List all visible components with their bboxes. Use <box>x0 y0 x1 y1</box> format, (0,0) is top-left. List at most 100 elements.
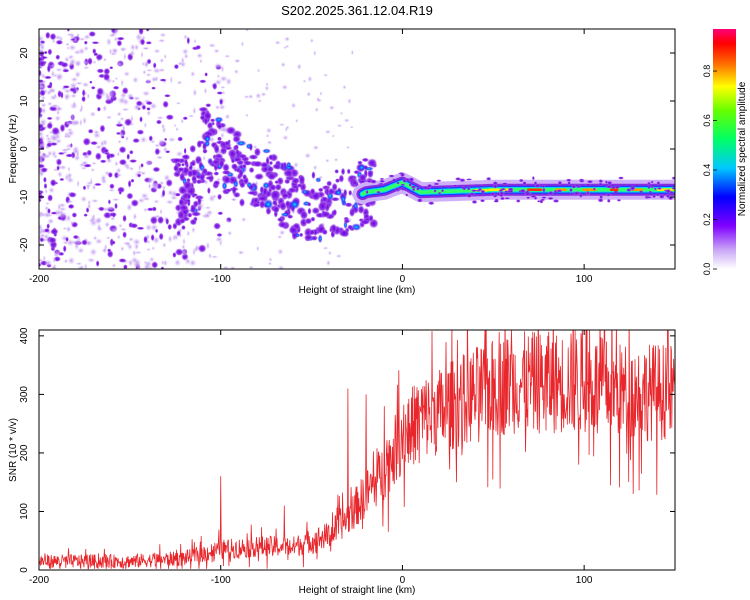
spectrogram-noise-blob <box>39 59 47 68</box>
spectrogram-noise-blob <box>142 207 149 213</box>
spectrogram-noise-blob <box>257 99 263 103</box>
spectrogram-y-label: Frequency (Hz) <box>8 115 19 184</box>
spectrogram-noise-blob <box>225 77 232 86</box>
spectrogram-band-blob <box>625 188 632 192</box>
spectrogram-noise-blob <box>213 62 223 69</box>
spectrogram-noise-blob <box>309 38 314 44</box>
spectrogram-band-blob <box>405 177 410 182</box>
spectrogram-noise-blob <box>165 199 175 205</box>
spectrogram-signal-blob <box>227 148 238 159</box>
spectrogram-noise-blob <box>49 228 59 235</box>
spectrogram-band-blob <box>617 176 625 180</box>
spectrogram-noise-blob <box>265 81 269 87</box>
spectrogram-signal-blob <box>321 228 328 236</box>
spectrogram-signal-blob <box>172 157 182 163</box>
spectrogram-noise-blob <box>104 220 111 229</box>
spectrogram-noise-blob <box>43 50 48 55</box>
spectrogram-noise-blob <box>72 100 77 108</box>
y-tick-label: 400 <box>19 327 30 344</box>
spectrogram-noise-blob <box>105 115 113 120</box>
spectrogram-band-blob <box>440 189 445 193</box>
spectrogram-band-blob <box>379 177 385 181</box>
spectrogram-noise-blob <box>180 244 186 250</box>
spectrogram-noise-blob <box>130 199 140 208</box>
spectrogram-noise-blob <box>39 163 46 169</box>
spectrogram-noise-blob <box>109 216 116 221</box>
spectrogram-noise-blob <box>193 38 197 44</box>
spectrogram-noise-blob <box>159 32 167 38</box>
spectrogram-noise-blob <box>67 44 77 52</box>
spectrogram-noise-blob <box>151 86 157 90</box>
spectrogram-noise-blob <box>149 139 156 144</box>
spectrogram-noise-blob <box>154 228 159 234</box>
spectrogram-signal-blob <box>366 158 378 168</box>
spectrogram-noise-blob <box>264 85 270 92</box>
spectrogram-band-blob <box>569 192 574 196</box>
spectrogram-noise-blob <box>285 125 290 130</box>
spectrogram-noise-blob <box>46 142 53 148</box>
spectrogram-noise-blob <box>50 265 57 269</box>
spectrogram-noise-blob <box>150 182 159 189</box>
spectrogram-band-blob <box>557 180 563 186</box>
spectrogram-signal-blob <box>283 178 291 185</box>
spectrogram-noise-blob <box>163 173 171 182</box>
spectrogram-band-blob <box>541 184 546 188</box>
spectrogram-noise-blob <box>218 104 226 111</box>
spectrogram-signal-blob <box>187 169 194 178</box>
spectrogram-noise-blob <box>205 103 212 108</box>
spectrogram-noise-blob <box>233 68 239 75</box>
spectrogram-band-blob <box>436 179 442 182</box>
spectrogram-noise-blob <box>141 61 145 66</box>
spectrogram-noise-blob <box>74 70 82 79</box>
spectrogram-band-blob <box>423 185 429 191</box>
spectrogram-signal-blob <box>214 116 224 123</box>
spectrogram-noise-blob <box>199 58 203 64</box>
spectrogram-noise-blob <box>95 260 100 268</box>
spectrogram-signal-blob <box>274 180 280 185</box>
spectrogram-band-blob <box>408 177 415 182</box>
spectrogram-noise-blob <box>86 92 90 100</box>
spectrogram-x-label: Height of straight line (km) <box>299 285 416 296</box>
spectrogram-band-blob <box>547 190 554 196</box>
spectrogram-noise-blob <box>302 79 307 83</box>
spectrogram-band-blob <box>592 187 596 191</box>
spectrogram-noise-blob <box>117 96 127 105</box>
spectrogram-noise-blob <box>145 180 153 184</box>
spectrogram-noise-blob <box>144 159 154 167</box>
spectrogram-noise-blob <box>83 40 88 45</box>
spectrogram-noise-blob <box>146 58 152 65</box>
spectrogram-noise-blob <box>65 225 72 233</box>
spectrogram-noise-blob <box>150 76 158 83</box>
spectrogram-signal-blob <box>248 166 255 174</box>
spectrogram-noise-blob <box>132 237 141 246</box>
spectrogram-band-blob <box>648 190 653 194</box>
spectrogram-noise-blob <box>265 133 270 138</box>
spectrogram-signal-blob <box>361 157 370 163</box>
spectrogram-band-blob <box>388 174 395 178</box>
spectrogram-signal-blob <box>218 159 225 169</box>
spectrogram-band-blob <box>515 199 521 203</box>
spectrogram-noise-blob <box>59 177 65 182</box>
spectrogram-band-blob <box>567 180 571 186</box>
spectrogram-noise-blob <box>55 158 59 163</box>
spectrogram-noise-blob <box>93 182 103 187</box>
spectrogram-noise-blob <box>347 97 352 105</box>
spectrogram-signal-blob <box>241 163 247 169</box>
spectrogram-noise-blob <box>62 85 71 89</box>
spectrogram-noise-blob <box>162 100 169 109</box>
spectrogram-band-blob <box>533 196 538 200</box>
spectrogram-noise-blob <box>208 252 212 260</box>
spectrogram-band-blob <box>391 178 397 182</box>
spectrogram-noise-blob <box>66 172 73 179</box>
spectrogram-noise-blob <box>141 46 151 51</box>
spectrogram-noise-blob <box>39 237 45 243</box>
spectrogram-noise-blob <box>63 258 69 264</box>
spectrogram-noise-blob <box>220 131 225 139</box>
spectrogram-noise-blob <box>255 92 262 100</box>
spectrogram-noise-blob <box>143 235 148 244</box>
spectrogram-noise-blob <box>247 265 255 269</box>
spectrogram-noise-blob <box>304 152 312 159</box>
spectrogram-band-blob <box>482 184 487 187</box>
spectrogram-band-blob <box>492 184 498 189</box>
spectrogram-noise-blob <box>173 63 180 70</box>
